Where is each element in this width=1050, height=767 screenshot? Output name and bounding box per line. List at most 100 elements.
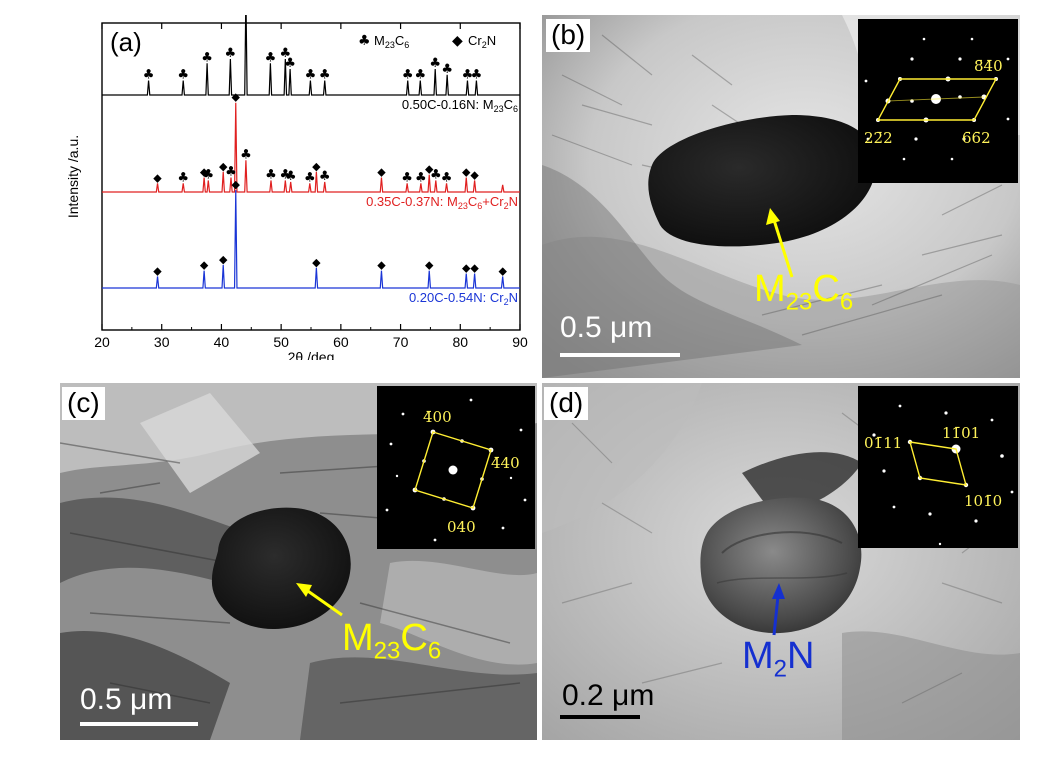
diamond-marker-icon: ◆ [200,259,209,272]
legend-entry: Cr2N [468,33,496,50]
club-marker-icon: ♣ [225,46,237,61]
series-line [102,190,520,289]
diamond-marker-icon: ◆ [462,166,471,179]
club-marker-icon: ♣ [265,50,277,65]
diamond-marker-icon: ◆ [219,160,228,173]
series-label: 0.20C-0.54N: Cr2N [409,290,518,307]
diamond-marker-icon: ◆ [312,256,321,269]
diamond-marker-icon: ◆ [153,264,162,277]
club-marker-icon: ♣ [143,68,155,83]
series-2: ◆ ♣ ◆♣◆♣◆♣♣ ♣♣ ♣◆♣ ◆ ♣ ♣◆♣ ♣ ◆ ◆0.35C-0.37N: M23C6… [102,91,520,211]
index-label-b-top-right: 8̄4̄0 [974,57,1003,75]
diamond-marker-icon: ◆ [200,166,209,179]
club-marker-icon: ♣ [429,56,441,71]
club-marker-icon: ♣ [462,68,474,83]
series-line [102,15,520,96]
diamond-marker-icon: ◆ [498,264,507,277]
index-label-d-top: 11̄01 [942,424,980,442]
club-marker-icon: ♣ [319,169,331,184]
series-label: 0.50C-0.16N: M23C6 [402,97,518,114]
club-marker-icon: ♣ [304,170,316,185]
scale-bar-label-b: 0.5 μm [560,311,653,344]
club-marker-icon: ♣ [402,68,414,83]
diamond-marker-icon: ◆ [470,168,479,181]
club-marker-icon: ♣ [430,167,442,182]
x-tick-label: 30 [154,334,170,350]
y-axis-label: Intensity /a.u. [65,135,81,218]
diamond-marker-icon: ◆ [470,262,479,275]
x-tick-label: 40 [214,334,230,350]
club-marker-icon: ♣ [401,170,413,185]
phase-label-b: M23C6 [754,268,854,316]
panel-c-tem: (c) 4̄00 4̄40 040 M23C6 0.5 μm [60,383,537,740]
index-label-b-bottom-left: 22̄2 [864,129,893,147]
x-axis-label: 2θ /deg [288,349,335,360]
club-marker-icon: ♣ [240,147,252,162]
phase-label-c: M23C6 [342,617,442,665]
panel-a-xrd: 20 30 40 50 60 70 80 90 2θ /deg Intensity /a.u. (a… [40,15,540,360]
diamond-marker-icon: ◆ [425,259,434,272]
scale-bar-b [560,353,680,357]
pointer-arrow-b [766,208,794,278]
xrd-chart: 20 30 40 50 60 70 80 90 2θ /deg Intensity /a.u. (a… [65,15,528,360]
panel-a-label: (a) [110,27,142,57]
x-tick-label: 90 [512,334,528,350]
club-marker-icon: ♣ [414,68,426,83]
x-tick-label: 50 [273,334,289,350]
scale-bar-label-c: 0.5 μm [80,683,173,716]
club-marker-icon: ♣ [177,170,189,185]
club-marker-icon: ♣ [225,165,237,180]
diamond-marker-icon: ◆ [312,160,321,173]
x-tick-label: 70 [393,334,409,350]
club-marker-icon: ♣ [319,68,331,83]
series-label: 0.35C-0.37N: M23C6+Cr2N [366,194,518,211]
x-tick-label: 60 [333,334,349,350]
club-marker-icon: ♣ [279,167,291,182]
index-label-c-top: 4̄00 [423,408,452,426]
club-marker-icon: ♣ [284,56,296,71]
diamond-marker-icon: ◆ [377,166,386,179]
club-marker-icon: ♣ [441,62,453,77]
club-marker-icon: ♣ [279,46,291,61]
pointer-arrow-c [296,583,343,617]
club-marker-icon: ♣ [265,167,277,182]
index-label-c-bottom: 040 [447,518,476,536]
diamond-marker-icon: ◆ [232,178,241,191]
legend-entry: M23C6 [374,33,409,50]
diffraction-pattern-d: 01̄11 11̄01 101̄0 [858,386,1018,548]
diamond-marker-icon: ◆ [232,91,241,104]
diffraction-pattern-c: 4̄00 4̄40 040 [377,386,535,549]
scale-bar-d [560,715,640,719]
club-marker-icon: ♣ [177,68,189,83]
panel-b-tem: (b) 8̄4̄0 22̄2 6̄6̄2 M23C [542,15,1020,378]
legend-diamond-icon: ◆ [452,33,463,49]
x-tick-label: 80 [452,334,468,350]
club-marker-icon: ♣ [201,50,213,65]
diamond-marker-icon: ◆ [219,253,228,266]
club-marker-icon: ♣ [285,169,297,184]
pointer-arrow-d [772,583,785,636]
club-marker-icon: ♣ [441,170,453,185]
panel-c-label: (c) [62,387,105,421]
panel-b-label: (b) [546,19,591,53]
diamond-marker-icon: ◆ [377,259,386,272]
index-label-d-right: 101̄0 [964,492,1002,510]
panel-d-tem: (d) 01̄11 11̄01 101̄0 M2N 0.2 μm [542,383,1020,740]
index-label-c-right: 4̄40 [491,454,520,472]
x-tick-label: 20 [94,334,110,350]
phase-label-d: M2N [742,635,815,683]
diffraction-pattern-b: 8̄4̄0 22̄2 6̄6̄2 [858,19,1018,183]
scale-bar-label-d: 0.2 μm [562,679,655,712]
diamond-marker-icon: ◆ [153,171,162,184]
series-1: ♣♣♣♣♣♣♣♣♣♣♣♣♣♣♣♣0.50C-0.16N: M23C6 [102,15,520,114]
series-3: ◆ ◆ ◆◆◆ ◆ ◆ ◆ ◆ ◆0.20C-0.54N: Cr2N [102,178,520,307]
club-marker-icon: ♣ [415,170,427,185]
index-label-d-left: 01̄11 [864,434,902,452]
club-marker-icon: ♣ [471,68,483,83]
scale-bar-c [80,722,198,726]
series-line [102,102,520,193]
panel-d-label: (d) [544,387,589,421]
club-marker-icon: ♣ [305,68,317,83]
legend-club-icon: ♣ [358,33,371,49]
diamond-marker-icon: ◆ [425,163,434,176]
